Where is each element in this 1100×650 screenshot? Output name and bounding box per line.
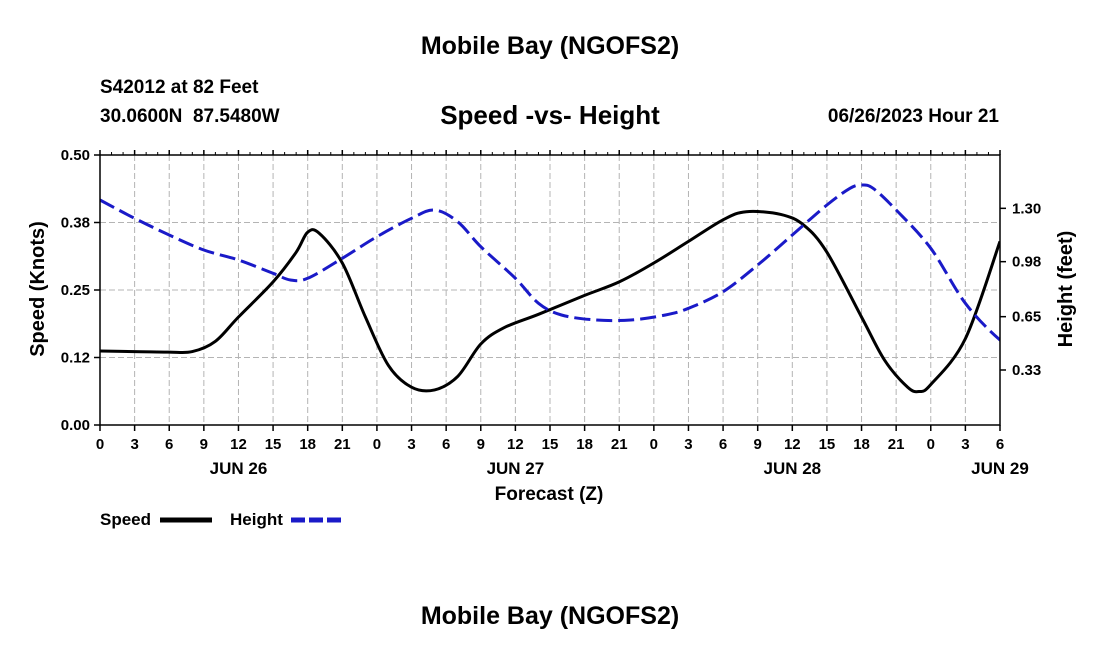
x-tick-label: 18	[576, 436, 593, 453]
x-tick-label: 21	[334, 436, 351, 453]
x-tick-label: 6	[719, 436, 727, 453]
y-left-tick-label: 0.50	[61, 147, 90, 164]
main-title: Mobile Bay (NGOFS2)	[420, 32, 680, 60]
y-axis-right-label: Height (feet)	[1055, 231, 1077, 348]
x-tick-label: 3	[684, 436, 692, 453]
y-left-tick-label: 0.12	[61, 350, 90, 367]
y-axis-left-label: Speed (Knots)	[27, 221, 49, 357]
legend-height-label: Height	[230, 510, 283, 529]
x-tick-label: 9	[200, 436, 208, 453]
x-tick-label: 6	[442, 436, 450, 453]
y-right-tick-label: 0.98	[1012, 254, 1041, 271]
x-tick-label: 0	[373, 436, 381, 453]
x-tick-label: 3	[407, 436, 415, 453]
x-tick-label: 0	[96, 436, 104, 453]
y-right-tick-label: 1.30	[1012, 200, 1041, 217]
x-tick-label: 15	[542, 436, 559, 453]
x-tick-label: 9	[477, 436, 485, 453]
date-label: JUN 27	[487, 459, 545, 478]
x-tick-label: 21	[888, 436, 905, 453]
y-left-tick-label: 0.00	[61, 417, 90, 434]
x-tick-label: 6	[996, 436, 1004, 453]
y-right-tick-label: 0.65	[1012, 309, 1041, 326]
x-tick-label: 3	[961, 436, 969, 453]
x-tick-label: 12	[230, 436, 247, 453]
x-tick-label: 6	[165, 436, 173, 453]
axes: 0 3 6 9 12 15 18 21 0 3 6 9 12 15 18 21 0 3 6 9 12 15 18 21 0 3 6 J…	[61, 147, 1041, 478]
station-label: S42012 at 82 Feet	[100, 77, 259, 98]
x-tick-label: 18	[853, 436, 870, 453]
x-tick-label: 0	[927, 436, 935, 453]
x-tick-label: 15	[819, 436, 836, 453]
x-tick-label: 21	[611, 436, 628, 453]
legend: Speed Height	[100, 510, 343, 529]
coordinates-label: 30.0600N 87.5480W	[100, 106, 280, 127]
datetime-label: 06/26/2023 Hour 21	[827, 106, 999, 127]
chart-subtitle: Speed -vs- Height	[440, 100, 660, 130]
date-label: JUN 26	[210, 459, 268, 478]
x-tick-label: 12	[784, 436, 801, 453]
grid	[100, 155, 1000, 425]
x-tick-label: 15	[265, 436, 282, 453]
date-label: JUN 29	[971, 459, 1029, 478]
height-series-line	[100, 183, 1000, 342]
series-layer	[100, 183, 1000, 394]
y-right-tick-label: 0.33	[1012, 362, 1041, 379]
y-left-tick-label: 0.38	[61, 215, 90, 232]
footer-title: Mobile Bay (NGOFS2)	[420, 602, 680, 630]
date-label: JUN 28	[763, 459, 821, 478]
x-tick-label: 0	[650, 436, 658, 453]
x-tick-label: 12	[507, 436, 524, 453]
x-tick-label: 3	[130, 436, 138, 453]
x-tick-label: 18	[299, 436, 316, 453]
speed-series-line	[100, 209, 1000, 394]
x-axis-label: Forecast (Z)	[495, 484, 604, 505]
legend-speed-label: Speed	[100, 510, 151, 529]
y-left-tick-label: 0.25	[61, 282, 90, 299]
x-tick-label: 9	[754, 436, 762, 453]
